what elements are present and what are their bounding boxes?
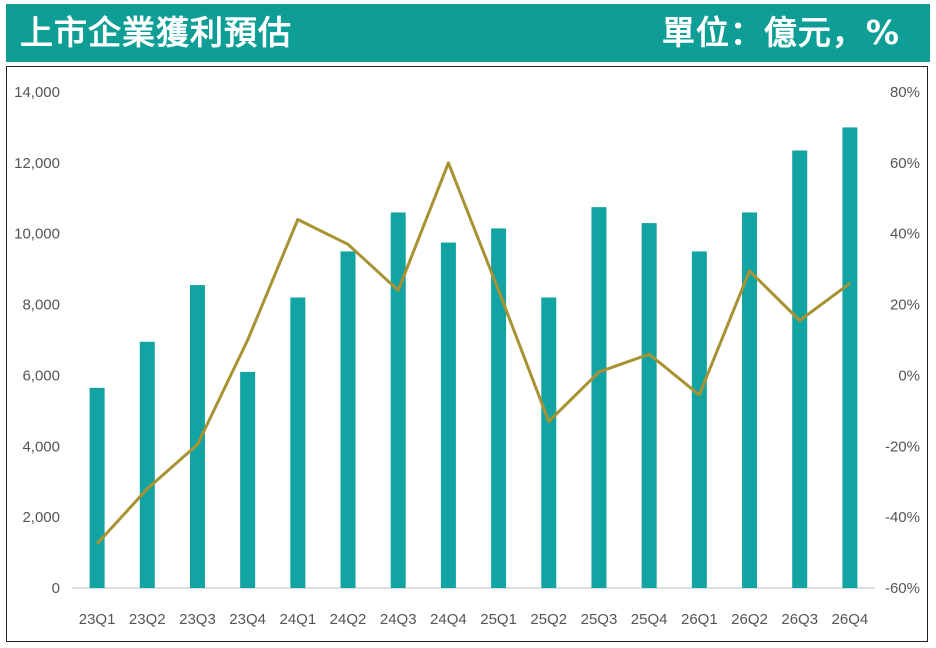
bar-23Q1 <box>89 387 105 588</box>
right-tick-5: 40% <box>890 226 920 243</box>
bar-26Q3 <box>792 150 808 588</box>
x-tick-23Q4: 23Q4 <box>229 611 266 628</box>
left-tick-0: 0 <box>52 580 60 597</box>
bar-25Q4 <box>641 223 657 589</box>
bar-26Q1 <box>691 251 707 588</box>
bar-25Q3 <box>591 207 607 588</box>
x-tick-25Q4: 25Q4 <box>631 611 668 628</box>
left-tick-6: 12,000 <box>14 155 60 172</box>
bar-24Q1 <box>290 297 306 588</box>
bar-26Q2 <box>742 212 758 588</box>
left-tick-4: 8,000 <box>22 297 60 314</box>
x-tick-26Q2: 26Q2 <box>731 611 768 628</box>
line-series <box>95 161 851 545</box>
bar-25Q2 <box>541 297 557 588</box>
x-tick-labels: 23Q1 23Q2 23Q3 23Q4 24Q1 24Q2 24Q3 24Q4 25Q1 25Q2… <box>79 611 869 628</box>
right-tick-2: -20% <box>885 438 920 455</box>
right-tick-7: 80% <box>890 84 920 101</box>
x-tick-26Q1: 26Q1 <box>681 611 718 628</box>
x-tick-23Q1: 23Q1 <box>79 611 116 628</box>
right-tick-1: -40% <box>885 509 920 526</box>
x-tick-23Q3: 23Q3 <box>179 611 216 628</box>
x-tick-25Q2: 25Q2 <box>530 611 567 628</box>
left-tick-3: 6,000 <box>22 367 60 384</box>
right-tick-3: 0% <box>898 367 920 384</box>
bar-23Q3 <box>189 285 205 588</box>
x-tick-23Q2: 23Q2 <box>129 611 166 628</box>
unit-label: 單位：億元，% <box>661 13 900 52</box>
left-tick-5: 10,000 <box>14 226 60 243</box>
left-axis-tick-labels: 0 2,000 4,000 6,000 8,000 10,000 12,000 14,000 <box>14 84 60 597</box>
bar-24Q2 <box>340 251 356 588</box>
left-tick-1: 2,000 <box>22 509 60 526</box>
x-tick-25Q3: 25Q3 <box>581 611 618 628</box>
x-tick-25Q1: 25Q1 <box>480 611 517 628</box>
x-tick-24Q4: 24Q4 <box>430 611 467 628</box>
bar-24Q4 <box>440 242 456 589</box>
chart-header: 上市企業獲利預估 單位：億元，% <box>6 4 930 62</box>
bar-25Q1 <box>491 228 507 588</box>
bar-24Q3 <box>390 212 406 588</box>
chart-frame <box>6 66 928 642</box>
bar-23Q4 <box>240 371 256 588</box>
right-tick-6: 60% <box>890 155 920 172</box>
left-tick-7: 14,000 <box>14 84 60 101</box>
right-tick-4: 20% <box>890 297 920 314</box>
bar-23Q2 <box>139 341 155 588</box>
x-tick-26Q4: 26Q4 <box>832 611 869 628</box>
x-tick-26Q3: 26Q3 <box>781 611 818 628</box>
bar-26Q4 <box>842 127 858 588</box>
left-tick-2: 4,000 <box>22 438 60 455</box>
right-axis-tick-labels: -60% -40% -20% 0% 20% 40% 60% 80% <box>885 84 920 597</box>
bar-series <box>89 127 858 589</box>
x-tick-24Q2: 24Q2 <box>330 611 367 628</box>
right-tick-0: -60% <box>885 580 920 597</box>
x-tick-24Q3: 24Q3 <box>380 611 417 628</box>
x-tick-24Q1: 24Q1 <box>279 611 316 628</box>
chart-title: 上市企業獲利預估 <box>20 13 292 52</box>
growth-line <box>95 161 851 545</box>
